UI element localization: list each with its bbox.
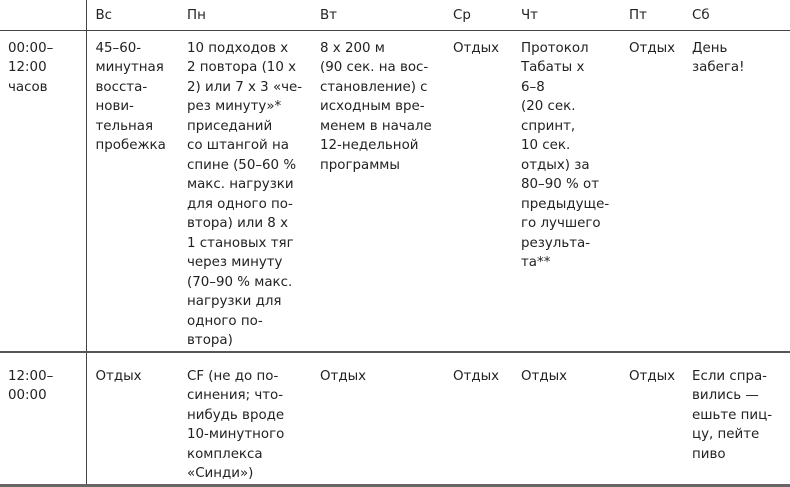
header-sat: Сб	[683, 0, 790, 31]
table-cell: Если спра- вились — ешьте пиц- цу, пейте…	[683, 351, 790, 487]
header-fri: Пт	[620, 0, 683, 31]
table-cell: CF (не до по- синения; что- нибудь вроде…	[178, 351, 311, 487]
table-cell: Отдых	[444, 351, 512, 487]
table-row: 12:00– 00:00 Отдых CF (не до по- синения…	[0, 351, 790, 487]
header-time	[0, 0, 87, 31]
table-cell: Отдых	[444, 30, 512, 353]
table-cell: 8 х 200 м (90 сек. на вос- становление) …	[311, 30, 444, 353]
header-wed: Ср	[444, 0, 512, 31]
table-cell: Отдых	[512, 351, 620, 487]
header-tue: Вт	[311, 0, 444, 31]
table-cell: 45–60- минутная восста- нови- тельная пр…	[86, 30, 178, 353]
table-cell: День забега!	[683, 30, 790, 353]
time-cell: 12:00– 00:00	[0, 351, 87, 487]
table-cell: Отдых	[620, 351, 683, 487]
table-cell: Протокол Табаты х 6–8 (20 сек. спринт, 1…	[512, 30, 620, 353]
table-row: 00:00– 12:00 часов 45–60- минутная восст…	[0, 30, 790, 353]
time-cell: 00:00– 12:00 часов	[0, 30, 87, 353]
table-cell: Отдых	[311, 351, 444, 487]
table-cell: Отдых	[86, 351, 178, 487]
table-cell: 10 подходов х 2 повтора (10 х 2) или 7 х…	[178, 30, 311, 353]
header-mon: Пн	[178, 0, 311, 31]
header-row: Вс Пн Вт Ср Чт Пт Сб	[0, 0, 790, 31]
table-cell: Отдых	[620, 30, 683, 353]
header-thu: Чт	[512, 0, 620, 31]
header-sun: Вс	[86, 0, 178, 31]
